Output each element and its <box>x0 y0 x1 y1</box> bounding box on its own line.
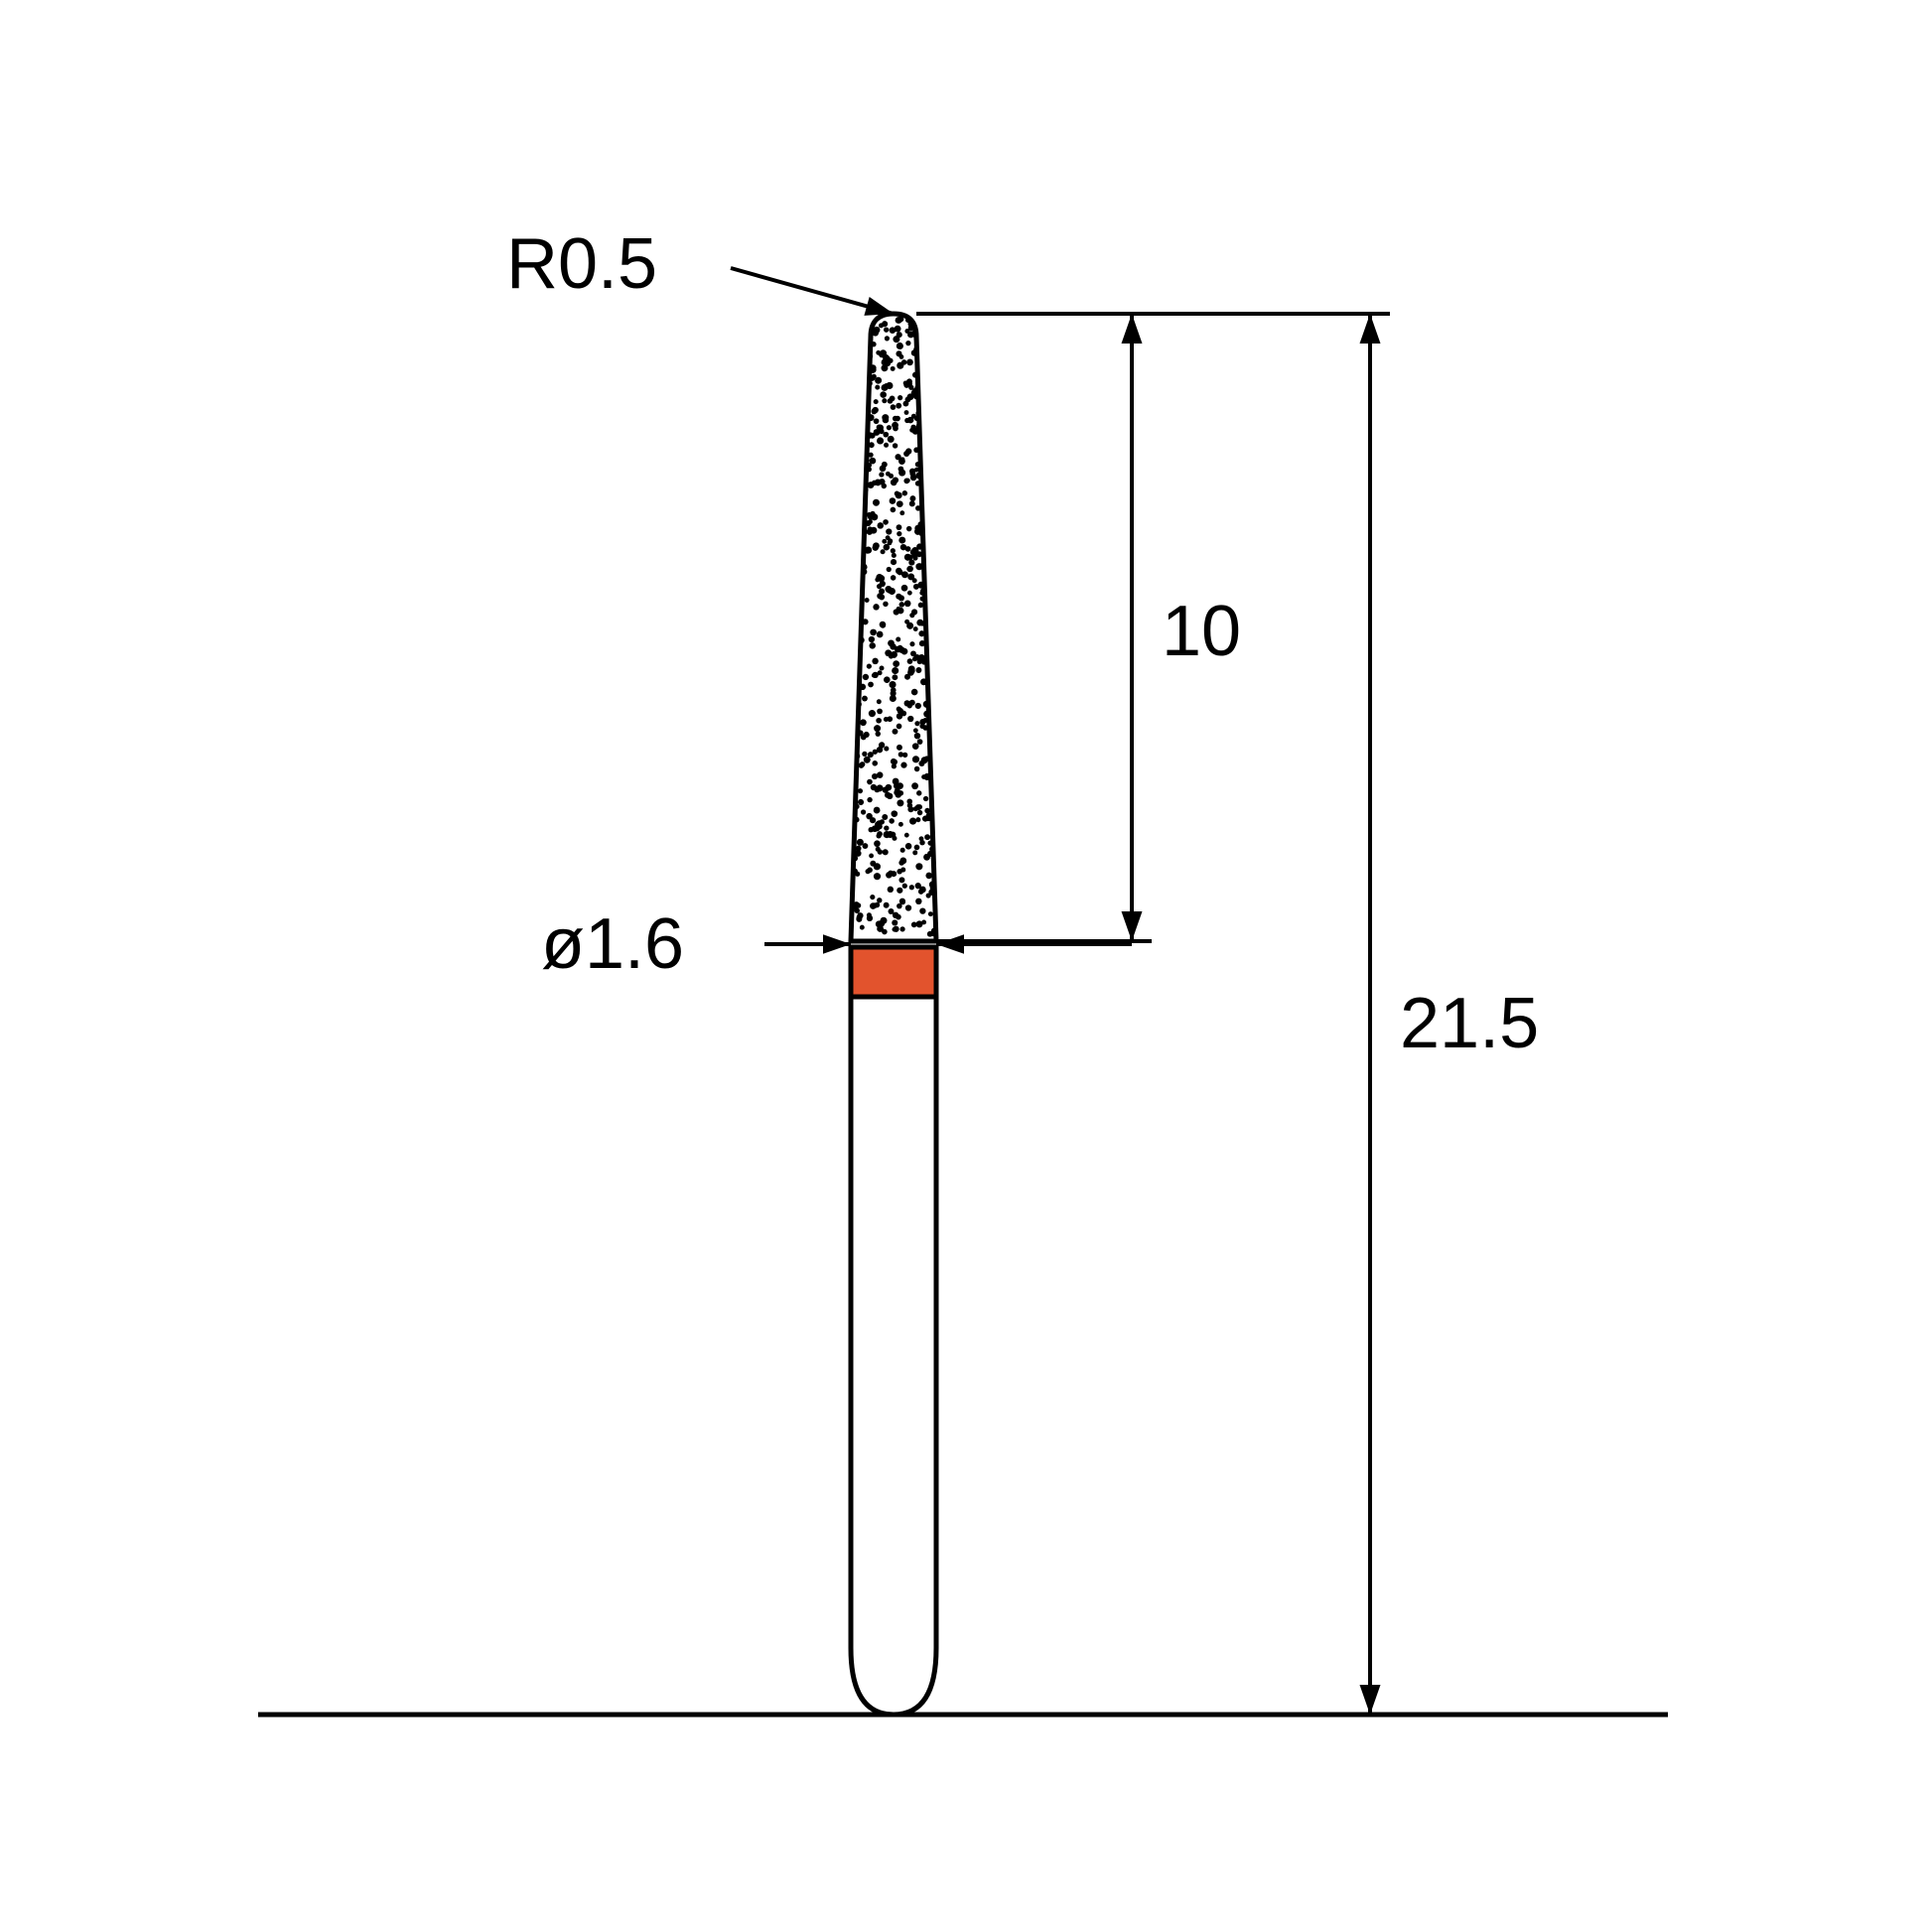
dim-tip-radius: R0.5 <box>506 224 657 304</box>
drawing-svg: 10 21.5 ø1.6 R0.5 <box>0 0 1932 1932</box>
grit-head <box>849 314 936 941</box>
diagram-canvas: 10 21.5 ø1.6 R0.5 <box>0 0 1932 1932</box>
dim-diameter: ø1.6 <box>541 904 684 984</box>
shank <box>851 997 936 1715</box>
dim-total-length: 21.5 <box>1400 984 1539 1063</box>
dim-head-length: 10 <box>1162 592 1241 671</box>
color-band <box>851 947 936 997</box>
